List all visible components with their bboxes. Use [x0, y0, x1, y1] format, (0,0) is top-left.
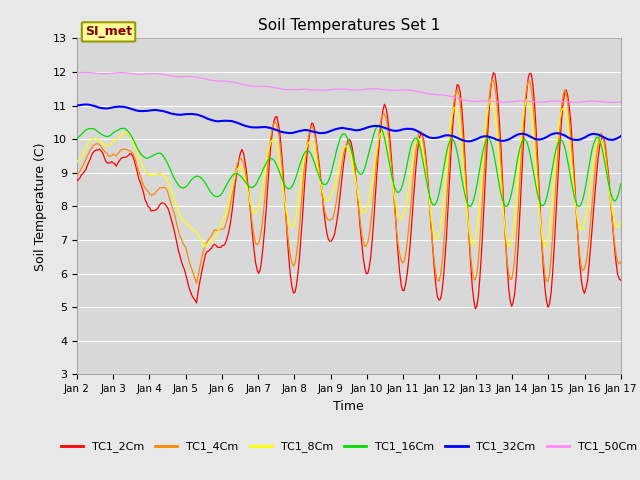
Title: Soil Temperatures Set 1: Soil Temperatures Set 1 — [258, 18, 440, 33]
Text: SI_met: SI_met — [85, 25, 132, 38]
X-axis label: Time: Time — [333, 400, 364, 413]
Legend: TC1_2Cm, TC1_4Cm, TC1_8Cm, TC1_16Cm, TC1_32Cm, TC1_50Cm: TC1_2Cm, TC1_4Cm, TC1_8Cm, TC1_16Cm, TC1… — [56, 437, 640, 457]
Y-axis label: Soil Temperature (C): Soil Temperature (C) — [35, 142, 47, 271]
